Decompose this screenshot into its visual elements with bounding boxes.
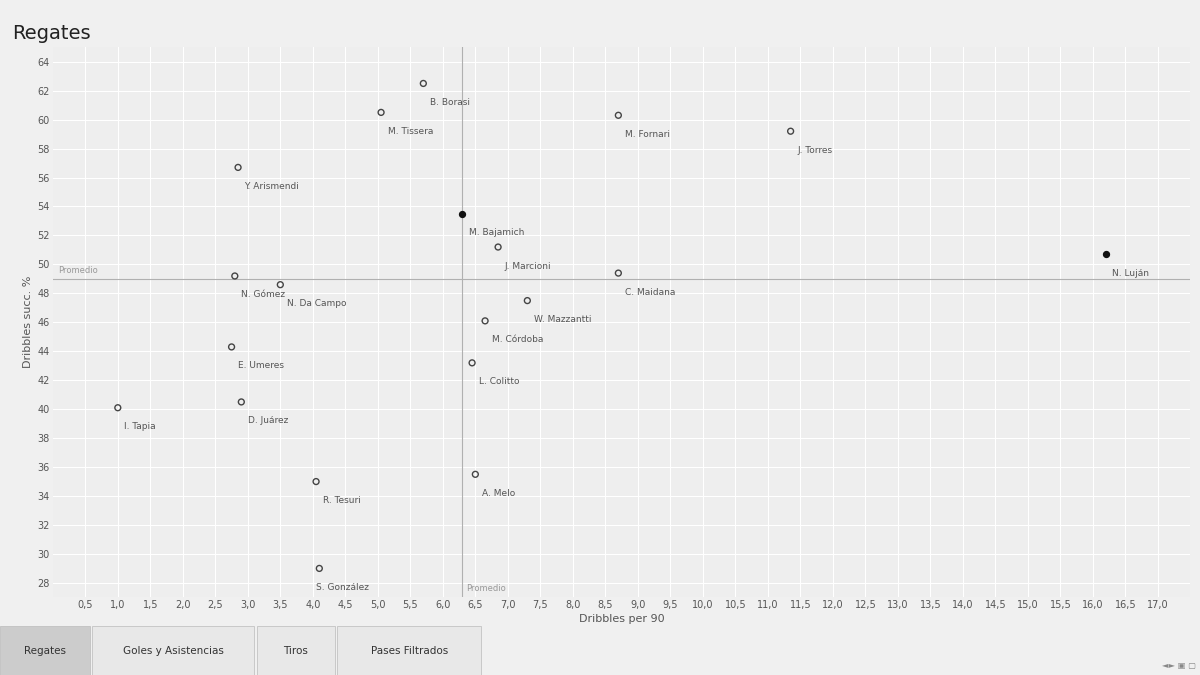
Text: E. Umeres: E. Umeres bbox=[238, 361, 284, 371]
Point bbox=[228, 162, 247, 173]
Point bbox=[310, 563, 329, 574]
Point bbox=[108, 402, 127, 413]
Point bbox=[226, 271, 245, 281]
Text: N. Gómez: N. Gómez bbox=[241, 290, 286, 300]
Point bbox=[372, 107, 391, 118]
Text: N. Luján: N. Luján bbox=[1112, 269, 1150, 277]
Text: B. Borasi: B. Borasi bbox=[430, 98, 470, 107]
Point bbox=[608, 110, 628, 121]
Text: Tiros: Tiros bbox=[283, 646, 308, 655]
Text: M. Bajamich: M. Bajamich bbox=[469, 228, 524, 237]
Text: Regates: Regates bbox=[12, 24, 91, 43]
Point bbox=[452, 209, 472, 219]
Point bbox=[1097, 249, 1116, 260]
Text: W. Mazzantti: W. Mazzantti bbox=[534, 315, 592, 324]
Text: Pases Filtrados: Pases Filtrados bbox=[371, 646, 448, 655]
Text: M. Fornari: M. Fornari bbox=[625, 130, 670, 139]
Point bbox=[781, 126, 800, 136]
Text: L. Colitto: L. Colitto bbox=[479, 377, 520, 386]
Text: R. Tesuri: R. Tesuri bbox=[323, 496, 360, 505]
Text: J. Torres: J. Torres bbox=[797, 146, 833, 155]
Point bbox=[306, 476, 325, 487]
Text: ◄► ▣ ▢: ◄► ▣ ▢ bbox=[1163, 661, 1196, 670]
Text: M. Córdoba: M. Córdoba bbox=[492, 335, 542, 344]
Text: M. Tissera: M. Tissera bbox=[388, 127, 433, 136]
Text: Y. Arismendi: Y. Arismendi bbox=[245, 182, 300, 191]
Point bbox=[488, 242, 508, 252]
Text: D. Juárez: D. Juárez bbox=[248, 416, 288, 425]
Text: J. Marcioni: J. Marcioni bbox=[504, 261, 551, 271]
Point bbox=[414, 78, 433, 89]
Point bbox=[232, 396, 251, 407]
Text: Promedio: Promedio bbox=[467, 584, 506, 593]
Point bbox=[466, 469, 485, 480]
Text: I. Tapia: I. Tapia bbox=[125, 422, 156, 431]
Point bbox=[462, 358, 481, 369]
Y-axis label: Dribbles succ. %: Dribbles succ. % bbox=[23, 276, 34, 369]
Text: A. Melo: A. Melo bbox=[482, 489, 515, 497]
Point bbox=[222, 342, 241, 352]
Text: C. Maidana: C. Maidana bbox=[625, 288, 676, 296]
Text: Regates: Regates bbox=[24, 646, 66, 655]
Point bbox=[608, 268, 628, 279]
Text: Promedio: Promedio bbox=[58, 266, 97, 275]
X-axis label: Dribbles per 90: Dribbles per 90 bbox=[578, 614, 665, 624]
Text: N. Da Campo: N. Da Campo bbox=[287, 299, 347, 308]
Point bbox=[271, 279, 290, 290]
Point bbox=[517, 295, 536, 306]
Point bbox=[475, 315, 494, 326]
Text: Goles y Asistencias: Goles y Asistencias bbox=[122, 646, 224, 655]
Text: S. González: S. González bbox=[316, 583, 370, 592]
